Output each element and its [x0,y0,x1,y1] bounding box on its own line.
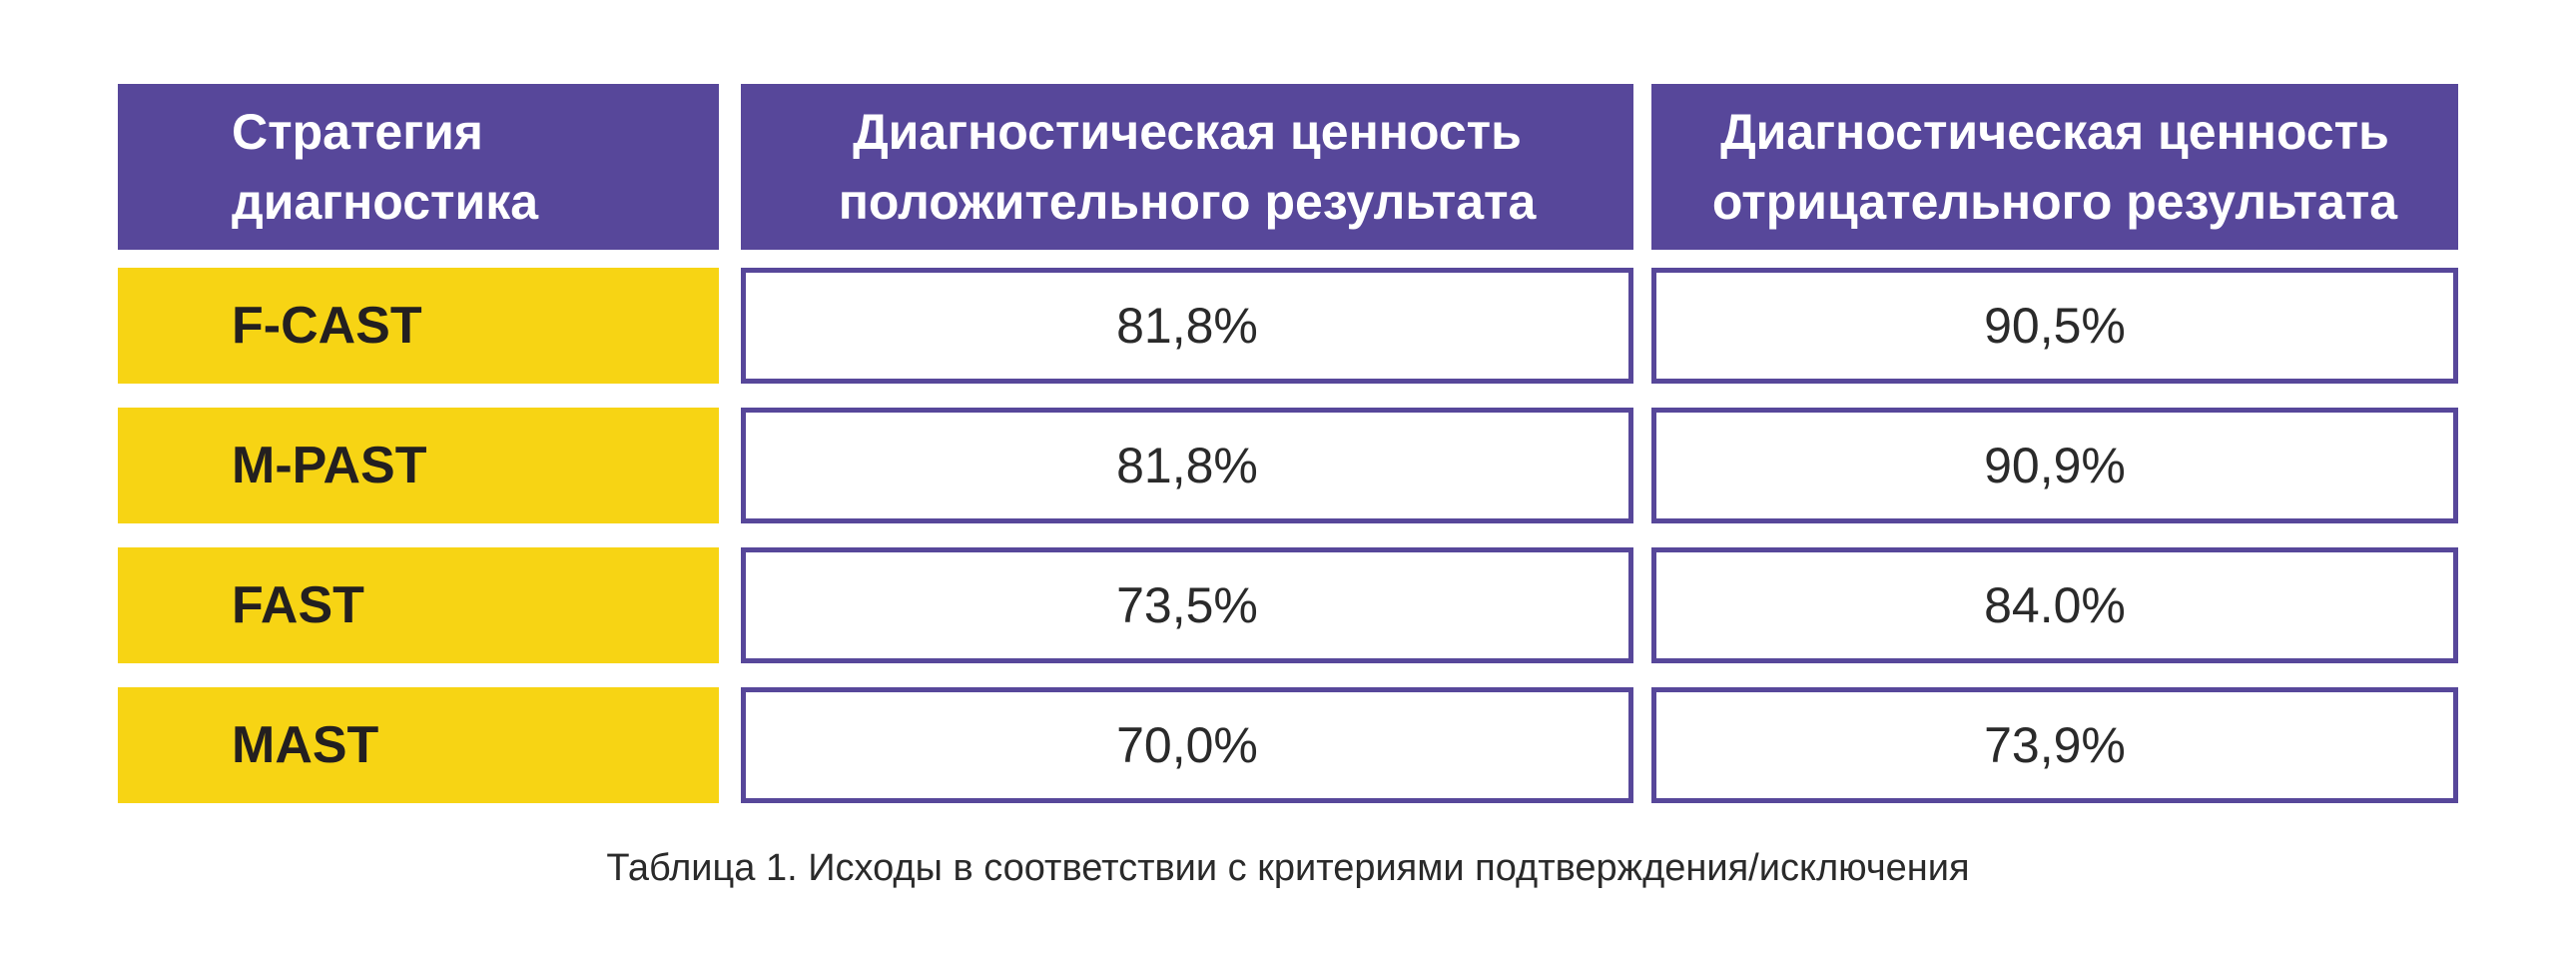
table-caption: Таблица 1. Исходы в соответствии с крите… [606,847,1970,889]
negative-value-cell: 90,9% [1651,408,2458,523]
header-negative-value: Диагностическая ценность отрицательного … [1651,84,2458,250]
strategy-cell: F-CAST [118,268,719,384]
header-strategy-line2: диагностика [232,174,539,230]
header-positive-value: Диагностическая ценность положительного … [741,84,1633,250]
header-strategy-line1: Стратегия [232,104,483,160]
positive-value-cell: 70,0% [741,687,1633,803]
strategy-cell: MAST [118,687,719,803]
positive-value-cell: 81,8% [741,268,1633,384]
negative-value-cell: 73,9% [1651,687,2458,803]
negative-value-cell: 90,5% [1651,268,2458,384]
header-positive-line1: Диагностическая ценность [853,104,1522,160]
header-negative-line2: отрицательного результата [1711,174,2398,230]
header-positive-line2: положительного результата [838,174,1537,230]
positive-value-cell: 73,5% [741,547,1633,663]
header-negative-line1: Диагностическая ценность [1720,104,2389,160]
positive-value-cell: 81,8% [741,408,1633,523]
header-strategy: Стратегия диагностика [118,84,719,250]
strategy-cell: FAST [118,547,719,663]
strategy-cell: M-PAST [118,408,719,523]
negative-value-cell: 84.0% [1651,547,2458,663]
